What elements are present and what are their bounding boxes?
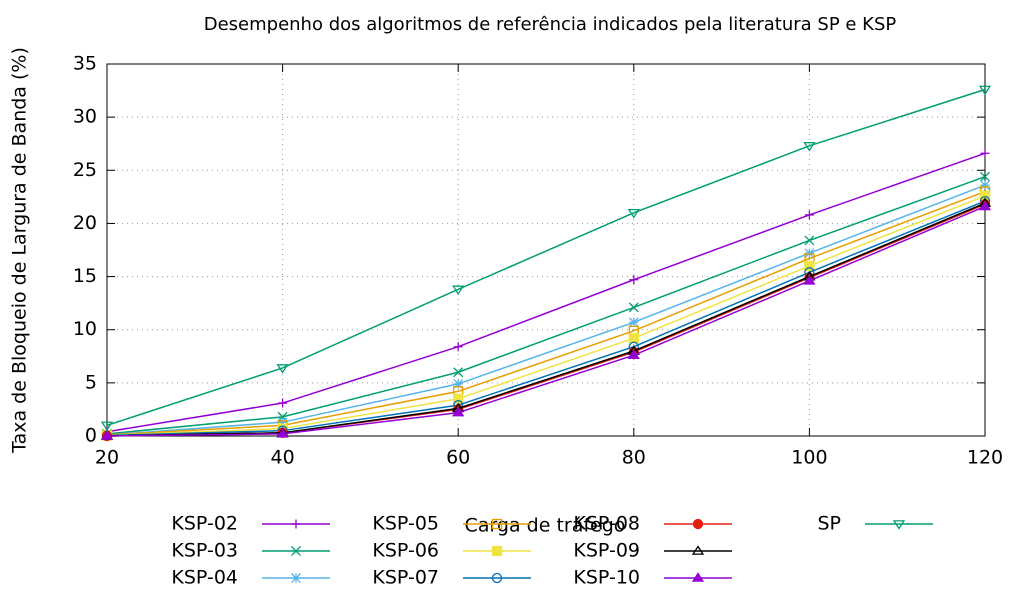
marker [452, 406, 465, 417]
series-line [106, 202, 986, 437]
marker [628, 302, 639, 313]
marker [276, 364, 289, 374]
legend-label: KSP-07 [372, 567, 439, 589]
marker [453, 367, 464, 378]
legend-marker [291, 519, 301, 529]
series-line [106, 200, 986, 437]
legend-marker [892, 520, 906, 530]
legend-marker [291, 546, 301, 556]
plot-frame [106, 63, 986, 437]
marker [276, 428, 289, 438]
legend-marker [691, 572, 705, 582]
y-axis-label: Taxa de Bloqueio de Largura de Banda (%) [9, 47, 31, 454]
legend-label: KSP-08 [573, 513, 640, 535]
legend-marker [691, 545, 705, 555]
x-tick-label: 60 [446, 447, 470, 469]
series-line [106, 205, 986, 437]
marker [978, 85, 992, 96]
series-line [106, 184, 986, 436]
series-line [106, 195, 986, 437]
marker [100, 430, 114, 440]
marker [627, 208, 640, 219]
legend-label: KSP-09 [573, 540, 640, 562]
marker [278, 398, 288, 408]
legend-label: KSP-03 [171, 540, 238, 562]
marker [452, 285, 465, 296]
marker [803, 275, 816, 285]
series-line [106, 203, 986, 437]
marker [804, 235, 815, 246]
marker [628, 333, 639, 344]
y-tick-label: 25 [73, 159, 97, 181]
y-tick-label: 30 [73, 106, 97, 128]
legend-label: KSP-05 [372, 513, 439, 535]
legend-marker [491, 572, 503, 584]
marker [804, 210, 814, 220]
marker [277, 417, 288, 428]
marker [804, 248, 815, 259]
legend-label: KSP-06 [372, 540, 439, 562]
marker [980, 171, 990, 182]
y-tick-label: 0 [85, 425, 97, 447]
x-tick-label: 120 [967, 447, 1003, 469]
y-tick-label: 20 [73, 212, 97, 234]
legend-label: SP [817, 513, 841, 535]
marker [978, 200, 992, 211]
y-tick-label: 10 [73, 318, 97, 340]
x-axis-label: Carga de tráfego [465, 515, 626, 537]
legend-marker [491, 518, 503, 530]
x-tick-label: 40 [271, 447, 295, 469]
chart-title: Desempenho dos algoritmos de referência … [204, 14, 897, 35]
y-tick-label: 5 [85, 371, 97, 393]
marker [100, 421, 114, 432]
legend-label: KSP-04 [171, 567, 238, 589]
series-line [106, 190, 986, 436]
marker [980, 180, 990, 191]
marker [627, 349, 640, 360]
legend-marker [491, 545, 503, 557]
series-line [106, 88, 986, 427]
x-tick-label: 80 [622, 447, 646, 469]
marker [629, 275, 639, 285]
legend-label: KSP-02 [171, 513, 238, 535]
legend-label: KSP-10 [573, 567, 640, 589]
series-line [106, 152, 986, 433]
legend-marker [692, 518, 704, 530]
y-tick-label: 35 [73, 53, 97, 75]
legend-marker [291, 573, 301, 583]
marker [453, 342, 463, 352]
x-tick-label: 20 [95, 447, 119, 469]
marker [453, 378, 464, 389]
x-tick-label: 100 [791, 447, 827, 469]
y-tick-label: 15 [73, 265, 97, 287]
marker [980, 148, 990, 158]
marker [803, 142, 816, 152]
marker [804, 260, 815, 272]
series-line [106, 175, 986, 435]
marker [628, 317, 639, 328]
